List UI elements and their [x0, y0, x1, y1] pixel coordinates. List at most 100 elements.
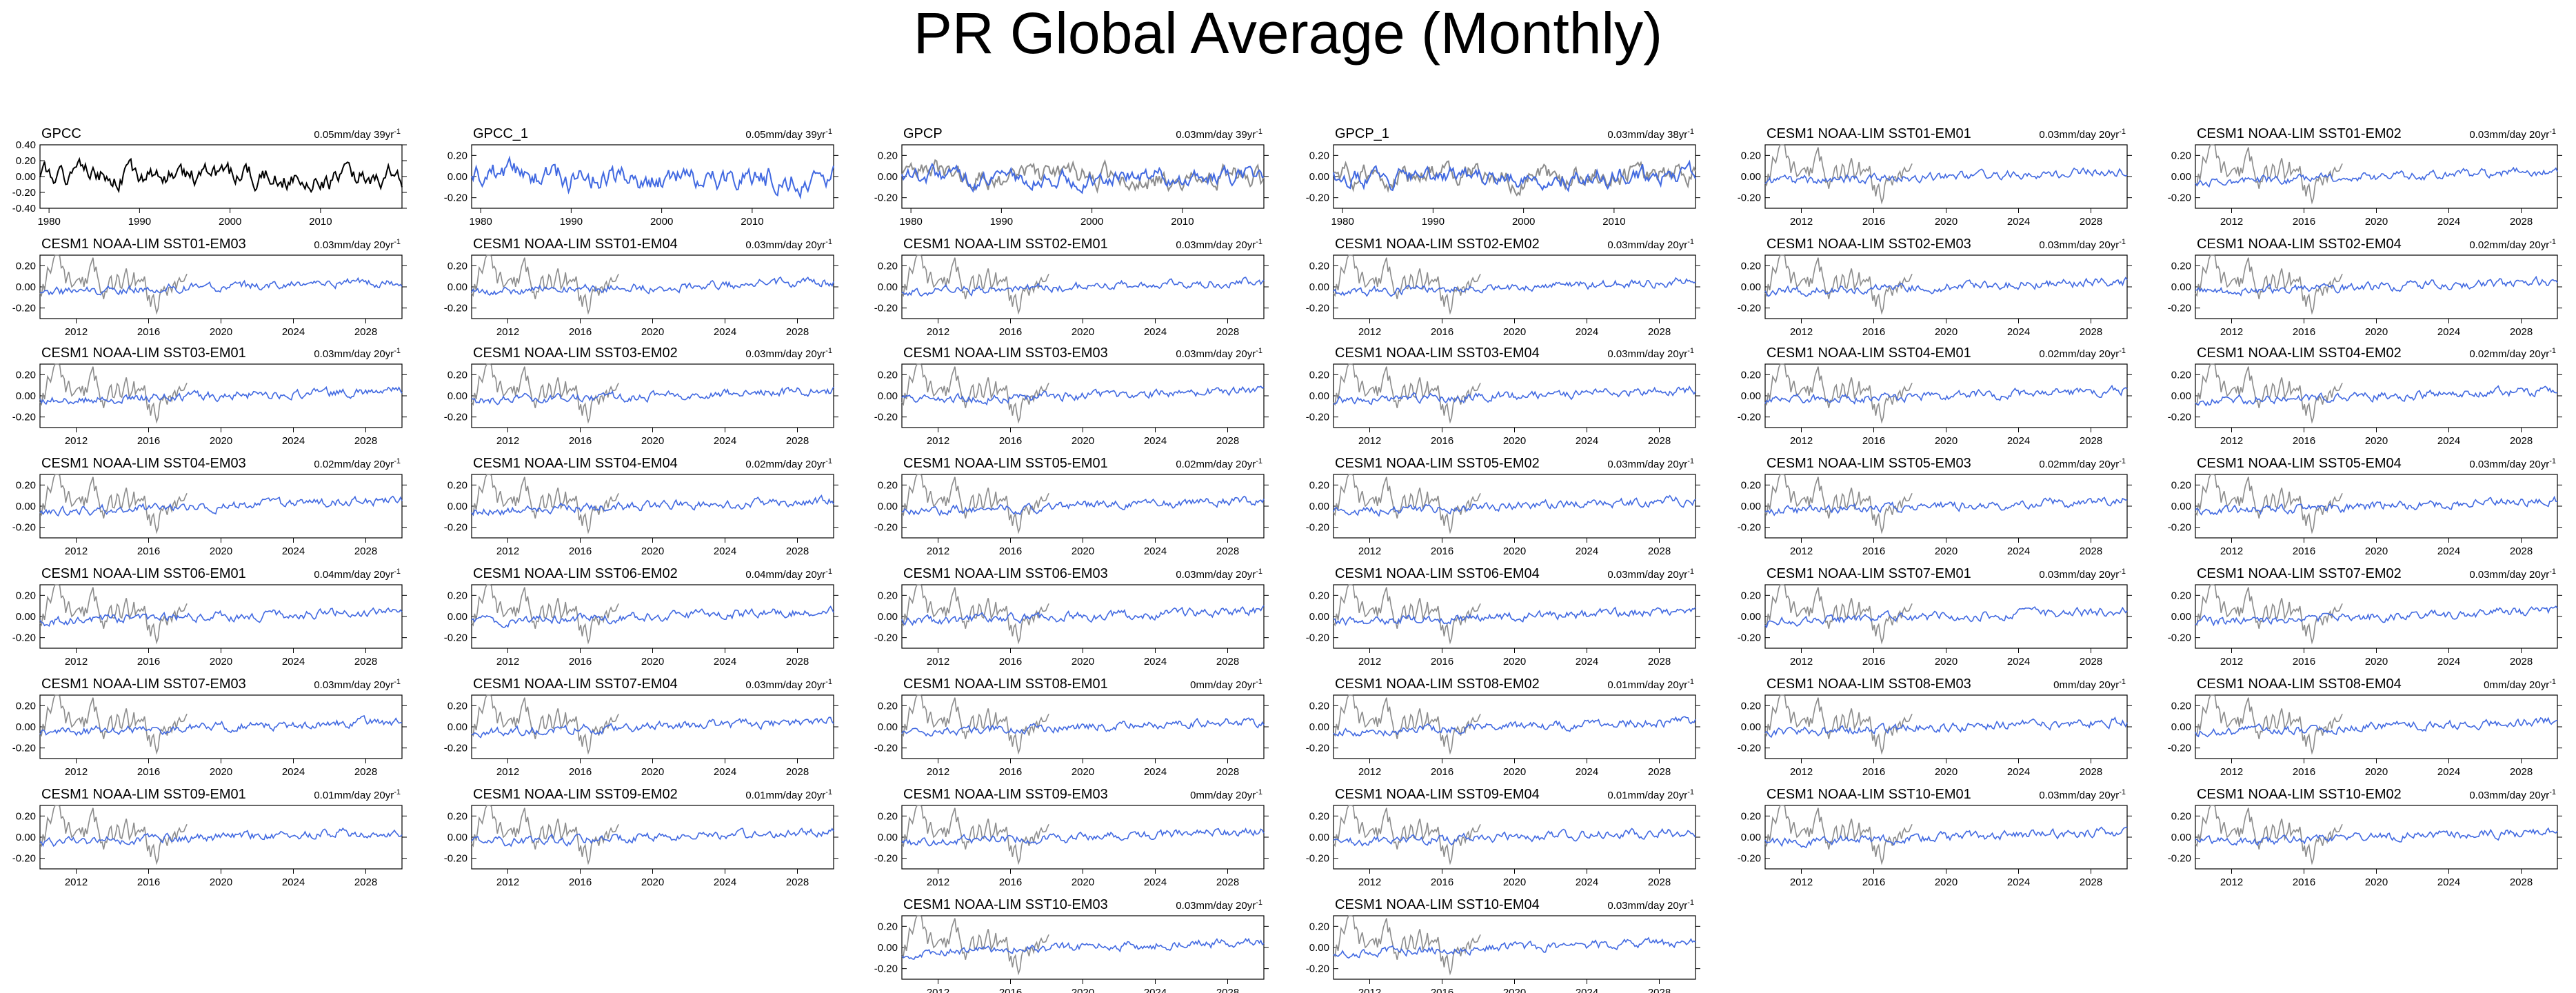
- x-tick-label: 2020: [1071, 876, 1094, 888]
- x-tick-label: 2016: [569, 766, 592, 778]
- x-tick-label: 2012: [2220, 656, 2243, 668]
- x-tick-label: 2028: [354, 545, 377, 557]
- series-line: [2195, 166, 2558, 188]
- x-tick-label: 2020: [2365, 876, 2388, 888]
- x-tick-label: 2020: [2365, 435, 2388, 447]
- x-tick-label: 2020: [1935, 216, 1958, 228]
- x-tick-label: 2016: [999, 656, 1022, 668]
- x-tick-label: 2020: [210, 545, 232, 557]
- x-tick-label: 1990: [990, 216, 1013, 228]
- series-line: [901, 385, 1265, 406]
- x-tick-label: 2024: [2007, 435, 2030, 447]
- series-line: [1333, 606, 1696, 626]
- x-tick-label: 1980: [37, 216, 60, 228]
- y-tick-label: 0.00: [1309, 171, 1329, 183]
- series-line: [471, 694, 619, 755]
- chart-panel: CESM1 NOAA-LIM SST07-EM02 0.03mm/day 20yr…: [2168, 566, 2562, 668]
- chart-panel: CESM1 NOAA-LIM SST01-EM03 0.03mm/day 20yr…: [12, 237, 407, 338]
- x-tick-label: 2024: [1576, 545, 1598, 557]
- x-tick-label: 2016: [137, 766, 160, 778]
- y-tick-label: 0.20: [878, 369, 898, 381]
- y-tick-label: 0.00: [447, 390, 467, 402]
- x-tick-label: 2020: [1503, 545, 1526, 557]
- x-tick-label: 2028: [2510, 876, 2533, 888]
- y-tick-label: -0.20: [444, 192, 467, 204]
- x-tick-label: 2028: [2080, 326, 2102, 338]
- x-tick-label: 2020: [1935, 656, 1958, 668]
- panel-title: CESM1 NOAA-LIM SST09-EM02: [473, 787, 678, 802]
- series-line: [471, 363, 619, 424]
- trend-label: 0.03mm/day 39yr-1: [1176, 128, 1262, 141]
- chart-panel: CESM1 NOAA-LIM SST03-EM02 0.03mm/day 20yr…: [444, 345, 838, 447]
- chart-panel: CESM1 NOAA-LIM SST04-EM02 0.02mm/day 20yr…: [2168, 345, 2562, 447]
- x-tick-label: 2028: [2080, 435, 2102, 447]
- x-tick-label: 2012: [1790, 435, 1813, 447]
- y-tick-label: 0.20: [16, 590, 36, 601]
- y-tick-label: 0.20: [2171, 700, 2191, 712]
- x-tick-label: 2016: [999, 545, 1022, 557]
- x-tick-label: 2012: [1358, 545, 1381, 557]
- x-tick-label: 2012: [927, 987, 949, 993]
- trend-label: 0.03mm/day 20yr-1: [314, 238, 401, 251]
- panel-title: CESM1 NOAA-LIM SST06-EM01: [41, 566, 246, 581]
- x-tick-label: 2028: [1216, 326, 1239, 338]
- x-tick-label: 2028: [786, 435, 809, 447]
- series-line: [2195, 474, 2343, 534]
- series-line: [471, 474, 619, 534]
- chart-panel: CESM1 NOAA-LIM SST05-EM02 0.03mm/day 20yr…: [1306, 456, 1700, 557]
- x-tick-label: 2024: [2437, 435, 2460, 447]
- series-line: [901, 277, 1265, 297]
- chart-panel: CESM1 NOAA-LIM SST09-EM01 0.01mm/day 20yr…: [12, 787, 407, 888]
- chart-panel: CESM1 NOAA-LIM SST04-EM04 0.02mm/day 20yr…: [444, 456, 838, 557]
- chart-panel: CESM1 NOAA-LIM SST02-EM02 0.03mm/day 20yr…: [1306, 237, 1700, 338]
- x-tick-label: 2020: [2365, 216, 2388, 228]
- y-tick-label: 0.20: [1309, 369, 1329, 381]
- y-tick-label: 0.20: [2171, 150, 2191, 161]
- x-tick-label: 2016: [999, 326, 1022, 338]
- y-tick-label: -0.20: [444, 412, 467, 423]
- x-tick-label: 2016: [137, 656, 160, 668]
- x-tick-label: 2028: [1648, 435, 1671, 447]
- x-tick-label: 2028: [2510, 326, 2533, 338]
- x-tick-label: 2024: [282, 656, 305, 668]
- panel-title: CESM1 NOAA-LIM SST10-EM01: [1767, 787, 1971, 802]
- x-tick-label: 2020: [1503, 876, 1526, 888]
- y-tick-label: 0.00: [1741, 721, 1761, 733]
- y-tick-label: -0.20: [874, 963, 898, 975]
- chart-panel: CESM1 NOAA-LIM SST01-EM02 0.03mm/day 20yr…: [2168, 126, 2562, 228]
- series-line: [471, 584, 619, 645]
- panel-title: CESM1 NOAA-LIM SST07-EM01: [1767, 566, 1971, 581]
- y-tick-label: 0.00: [2171, 390, 2191, 402]
- chart-panel: CESM1 NOAA-LIM SST10-EM02 0.03mm/day 20yr…: [2168, 787, 2562, 888]
- x-tick-label: 2028: [2510, 216, 2533, 228]
- trend-label: 0.05mm/day 39yr-1: [745, 128, 832, 141]
- y-tick-label: 0.00: [1309, 942, 1329, 954]
- x-tick-label: 2024: [2437, 216, 2460, 228]
- x-tick-label: 2020: [210, 876, 232, 888]
- x-tick-label: 2028: [2080, 876, 2102, 888]
- y-tick-label: -0.20: [12, 853, 36, 865]
- x-tick-label: 2016: [2293, 656, 2315, 668]
- y-tick-label: -0.20: [444, 522, 467, 534]
- x-tick-label: 2016: [1862, 766, 1885, 778]
- x-tick-label: 2024: [2007, 876, 2030, 888]
- chart-panel: CESM1 NOAA-LIM SST02-EM01 0.03mm/day 20yr…: [874, 237, 1269, 338]
- panel-title: CESM1 NOAA-LIM SST03-EM03: [903, 345, 1108, 361]
- x-tick-label: 2012: [2220, 326, 2243, 338]
- x-tick-label: 2024: [1576, 987, 1598, 993]
- series-line: [1333, 277, 1696, 297]
- chart-panel: CESM1 NOAA-LIM SST05-EM04 0.03mm/day 20yr…: [2168, 456, 2562, 557]
- y-tick-label: 0.20: [16, 155, 36, 167]
- chart-panel: CESM1 NOAA-LIM SST04-EM03 0.02mm/day 20yr…: [12, 456, 407, 557]
- series-line: [39, 363, 188, 424]
- trend-label: 0.03mm/day 20yr-1: [2469, 568, 2556, 581]
- x-tick-label: 2020: [2365, 766, 2388, 778]
- trend-label: 0.03mm/day 20yr-1: [314, 678, 401, 691]
- x-tick-label: 2020: [1503, 326, 1526, 338]
- x-tick-label: 2020: [641, 435, 664, 447]
- x-tick-label: 2012: [1790, 216, 1813, 228]
- trend-label: 0.03mm/day 20yr-1: [1176, 238, 1262, 251]
- y-tick-label: -0.20: [1306, 853, 1329, 865]
- y-tick-label: -0.20: [874, 522, 898, 534]
